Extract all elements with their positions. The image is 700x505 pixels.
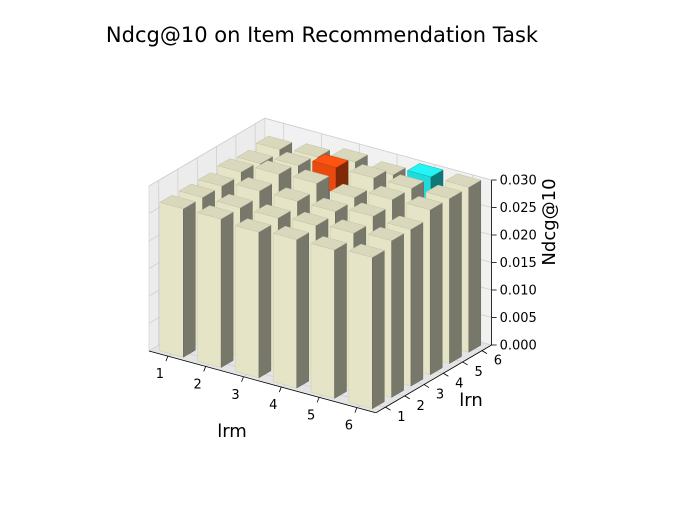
- z-tick-label: 0.025: [500, 201, 537, 216]
- x-tick: [354, 407, 358, 413]
- z-tick-label: 0.020: [500, 229, 537, 244]
- x-tick: [165, 356, 169, 362]
- x-tick: [278, 386, 282, 393]
- x-tick: [316, 397, 320, 403]
- y-axis-label: lrn: [459, 390, 483, 411]
- y-tick-label: 2: [417, 399, 425, 414]
- y-tick: [404, 395, 410, 400]
- x-axis-label: lrm: [217, 421, 247, 442]
- y-gridline: [158, 180, 386, 408]
- z-axis-label: Ndcg@10: [539, 178, 560, 265]
- z-tick-label: 0.005: [500, 311, 537, 326]
- bar-x1-y1: [159, 195, 196, 358]
- y-tick-label: 6: [494, 354, 502, 369]
- y-tick-label: 3: [436, 388, 444, 403]
- x-tick-label: 1: [156, 367, 164, 382]
- x-axis-line: [148, 350, 376, 414]
- x-tick-label: 3: [231, 388, 239, 403]
- chart-title: Ndcg@10 on Item Recommendation Task: [106, 23, 539, 47]
- z-gridline: [148, 117, 492, 187]
- z-tick-label: 0.010: [500, 284, 537, 299]
- z-tick-label: 0.000: [500, 339, 537, 354]
- y-tick-label: 1: [397, 410, 405, 425]
- x-tick-label: 5: [307, 408, 315, 423]
- chart-bars: [159, 135, 482, 410]
- x-tick-label: 2: [194, 377, 202, 392]
- x-tick-label: 6: [345, 419, 353, 434]
- bar-x4-y1: [272, 225, 310, 389]
- chart-axes: 1234561234560.0000.0050.0100.0150.0200.0…: [148, 174, 537, 434]
- z-tick-label: 0.030: [500, 174, 537, 189]
- y-axis-line: [375, 344, 492, 414]
- y-tick: [462, 361, 468, 366]
- y-tick: [443, 372, 449, 377]
- y-tick-label: 5: [474, 365, 482, 380]
- y-tick: [481, 350, 488, 354]
- y-tick: [385, 406, 391, 411]
- x-tick-label: 4: [269, 398, 277, 413]
- bar-x2-y1: [196, 205, 234, 368]
- bar-x3-y1: [234, 218, 272, 379]
- z-tick-label: 0.015: [500, 256, 537, 271]
- bar-x6-y1: [348, 243, 385, 410]
- y-tick: [423, 384, 430, 388]
- x-tick: [203, 366, 207, 372]
- bar-x5-y1: [310, 236, 348, 399]
- x-tick: [241, 376, 244, 382]
- y-tick-label: 4: [455, 376, 463, 391]
